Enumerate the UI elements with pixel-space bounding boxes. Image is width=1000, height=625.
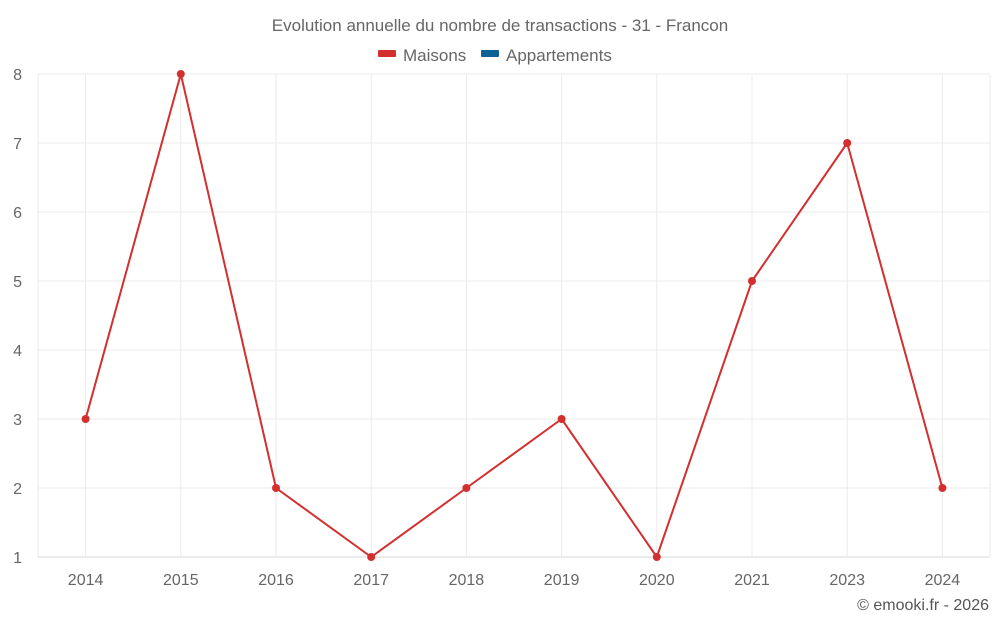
data-point[interactable] xyxy=(748,277,756,285)
x-tick-label: 2019 xyxy=(544,572,580,589)
legend-label-maisons: Maisons xyxy=(403,46,466,65)
grid-lines xyxy=(37,73,991,558)
x-tick-label: 2024 xyxy=(925,572,961,589)
x-axis: 2014 2015 2016 2017 2018 2019 2020 2021 2023 2024 xyxy=(68,572,960,589)
credit-text: © emooki.fr - 2026 xyxy=(857,597,989,614)
data-point[interactable] xyxy=(557,415,566,423)
y-tick-label: 4 xyxy=(13,343,22,360)
x-tick-label: 2015 xyxy=(163,572,199,589)
data-point[interactable] xyxy=(938,484,947,492)
data-point[interactable] xyxy=(272,484,280,492)
data-point[interactable] xyxy=(81,415,90,423)
y-tick-label: 7 xyxy=(13,136,22,153)
x-tick-label: 2018 xyxy=(449,572,485,589)
y-tick-label: 6 xyxy=(13,205,22,222)
legend-swatch-appartements xyxy=(481,50,499,57)
legend-swatch-maisons xyxy=(378,50,396,57)
chart-title: Evolution annuelle du nombre de transact… xyxy=(272,16,728,35)
x-tick-label: 2021 xyxy=(734,572,770,589)
y-tick-label: 5 xyxy=(13,274,22,291)
y-tick-label: 8 xyxy=(13,67,22,84)
y-tick-label: 1 xyxy=(13,550,22,567)
legend: Maisons Appartements xyxy=(378,46,612,65)
data-point[interactable] xyxy=(367,553,376,561)
legend-item-maisons[interactable]: Maisons xyxy=(378,46,466,65)
data-point[interactable] xyxy=(843,139,852,147)
x-tick-label: 2016 xyxy=(258,572,294,589)
y-axis: 1 2 3 4 5 6 7 8 xyxy=(13,67,22,567)
y-tick-label: 3 xyxy=(13,412,22,429)
x-tick-label: 2023 xyxy=(829,572,865,589)
x-tick-label: 2020 xyxy=(639,572,675,589)
x-tick-label: 2014 xyxy=(68,572,104,589)
y-tick-label: 2 xyxy=(13,481,22,498)
x-tick-label: 2017 xyxy=(353,572,389,589)
legend-item-appartements[interactable]: Appartements xyxy=(481,46,612,65)
data-point[interactable] xyxy=(652,553,661,561)
data-point[interactable] xyxy=(176,70,185,78)
series-layer xyxy=(81,70,947,561)
data-point[interactable] xyxy=(462,484,471,492)
series-line-maisons[interactable] xyxy=(84,73,944,558)
legend-label-appartements: Appartements xyxy=(506,46,612,65)
